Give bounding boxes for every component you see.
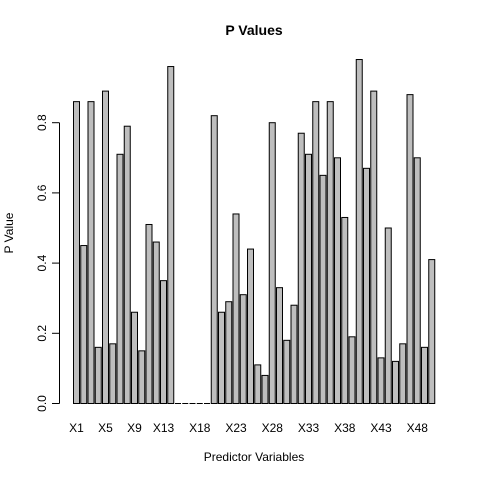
bar-x48 [413, 157, 421, 404]
bar-x10 [138, 350, 146, 405]
x-tick-label-x18: X18 [189, 421, 211, 435]
y-axis-label: P Value [2, 212, 16, 253]
bar-x47 [406, 94, 414, 405]
bar-x14 [167, 66, 175, 404]
bar-x45 [392, 360, 399, 405]
bar-x22 [225, 301, 233, 404]
bar-x20 [210, 115, 218, 405]
bar-x49 [421, 346, 428, 404]
x-tick-label-x38: X38 [334, 421, 356, 435]
bar-x31 [290, 304, 298, 404]
x-tick-label-x43: X43 [370, 421, 392, 435]
bar-x24 [239, 294, 247, 404]
x-tick-label-x9: X9 [127, 421, 142, 435]
bar-x26 [254, 364, 262, 405]
bar-x11 [145, 223, 153, 404]
x-tick-label-x48: X48 [407, 421, 429, 435]
bar-x8 [123, 125, 131, 405]
y-tick-label: 0.2 [35, 325, 49, 342]
bar-x38 [341, 216, 349, 404]
bar-x43 [377, 357, 385, 404]
x-tick-label-x5: X5 [98, 421, 113, 435]
chart-title: P Values [225, 22, 283, 38]
bar-x12 [152, 241, 160, 404]
x-tick-labels: X1 X5 X9 X13 X18 X23 X28 X33 X38 X43 X48 [69, 421, 428, 435]
bar-x29 [276, 287, 283, 405]
bar-x7 [116, 153, 124, 404]
bar-x9 [131, 311, 138, 404]
bar-x30 [283, 339, 291, 405]
y-axis: 0.0 0.2 0.4 0.6 0.8 [35, 114, 60, 412]
bar-x33 [305, 153, 312, 404]
bar-x40 [355, 59, 363, 405]
x-tick-label-x23: X23 [225, 421, 247, 435]
bar-x44 [384, 227, 392, 404]
bar-x21 [218, 311, 225, 404]
bar-x23 [232, 213, 240, 404]
bar-x6 [109, 343, 117, 404]
x-tick-label-x1: X1 [69, 421, 84, 435]
bar-x3 [87, 101, 95, 404]
bar-x28 [268, 122, 276, 404]
bar-x46 [399, 343, 407, 404]
bar-x34 [312, 101, 320, 404]
bar-x42 [370, 90, 378, 405]
bar-x25 [247, 248, 254, 404]
bar-x37 [334, 157, 341, 404]
bars-group [73, 59, 436, 405]
bar-x35 [319, 174, 327, 404]
x-tick-label-x33: X33 [298, 421, 320, 435]
bar-x2 [80, 245, 88, 404]
y-tick-label: 0.0 [35, 395, 49, 412]
y-tick-label: 0.8 [35, 114, 49, 131]
bar-x27 [261, 374, 269, 405]
y-tick-label: 0.6 [35, 184, 49, 201]
bar-x36 [326, 101, 334, 404]
bar-x1 [73, 101, 80, 404]
bar-x13 [160, 280, 167, 404]
bar-x41 [363, 167, 370, 404]
x-tick-label-x13: X13 [153, 421, 175, 435]
bar-x32 [297, 132, 305, 404]
y-tick-label: 0.4 [35, 254, 49, 271]
bar-x4 [94, 346, 102, 404]
bar-x50 [428, 259, 436, 404]
bar-x39 [348, 336, 356, 404]
x-axis-label: Predictor Variables [204, 450, 305, 464]
x-tick-label-x28: X28 [262, 421, 284, 435]
bar-x5 [102, 90, 109, 405]
